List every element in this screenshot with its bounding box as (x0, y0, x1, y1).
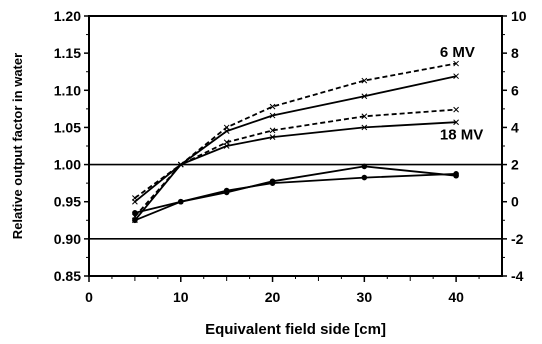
x-tick-label: 30 (357, 289, 373, 305)
y2-tick-label: 8 (511, 45, 519, 61)
data-point (453, 73, 459, 80)
data-point (361, 113, 368, 120)
x-tick-label: 0 (85, 289, 93, 305)
series-annotation-1: 18 MV (440, 126, 483, 143)
y2-tick-label: -2 (511, 231, 524, 247)
data-point (223, 189, 230, 196)
y2-tick-label: 0 (511, 194, 519, 210)
x-tick-label: 40 (448, 289, 464, 305)
data-point (361, 163, 368, 170)
y-tick-label: 0.90 (54, 231, 81, 247)
y-tick-label: 1.20 (54, 8, 81, 24)
x-tick-label: 20 (265, 289, 281, 305)
y-tick-label: 0.85 (54, 268, 81, 284)
data-point (453, 119, 459, 126)
series-line-3 (134, 121, 457, 221)
x-axis-label: Equivalent field side [cm] (205, 321, 386, 338)
axis-ticks (84, 15, 507, 282)
data-point (177, 161, 184, 168)
y-tick-label: 1.10 (54, 82, 81, 98)
data-point (132, 210, 138, 216)
y2-tick-label: 2 (511, 157, 519, 173)
data-point (453, 106, 459, 113)
text-labels: 0.85 0.90 0.95 1.00 1.05 1.10 1.15 1.20 -4 -2 0 2 4 6… (10, 8, 527, 338)
series-line-4 (134, 173, 457, 222)
x-tick-label: 10 (173, 289, 189, 305)
data-point (177, 198, 184, 205)
data-point (361, 93, 368, 100)
reference-lines (89, 163, 502, 240)
y2-tick-label: 10 (511, 8, 527, 24)
data-point (361, 174, 368, 181)
data-point (269, 178, 276, 185)
y-tick-label: 1.00 (54, 157, 81, 173)
data-point (269, 103, 276, 110)
data-point (269, 127, 276, 134)
data-point (453, 172, 459, 179)
data-point (269, 112, 276, 119)
data-point (132, 198, 138, 205)
data-point (361, 124, 368, 131)
data-point (132, 217, 138, 224)
y2-tick-label: 6 (511, 82, 519, 98)
y-tick-label: 1.15 (54, 45, 81, 61)
y-tick-label: 0.95 (54, 194, 81, 210)
y2-tick-label: 4 (511, 119, 519, 135)
data-point (453, 60, 459, 67)
data-point (223, 143, 230, 149)
data-point (361, 77, 368, 84)
data-point (269, 134, 276, 140)
series-annotation-0: 6 MV (440, 44, 475, 61)
series-line-5 (134, 165, 457, 214)
data-point (223, 128, 230, 134)
y-axis-label: Relative output factor in water (10, 53, 25, 239)
y2-tick-label: -4 (511, 268, 524, 284)
y-tick-label: 1.05 (54, 119, 81, 135)
series-line-1 (134, 75, 457, 203)
data-series (132, 60, 459, 224)
